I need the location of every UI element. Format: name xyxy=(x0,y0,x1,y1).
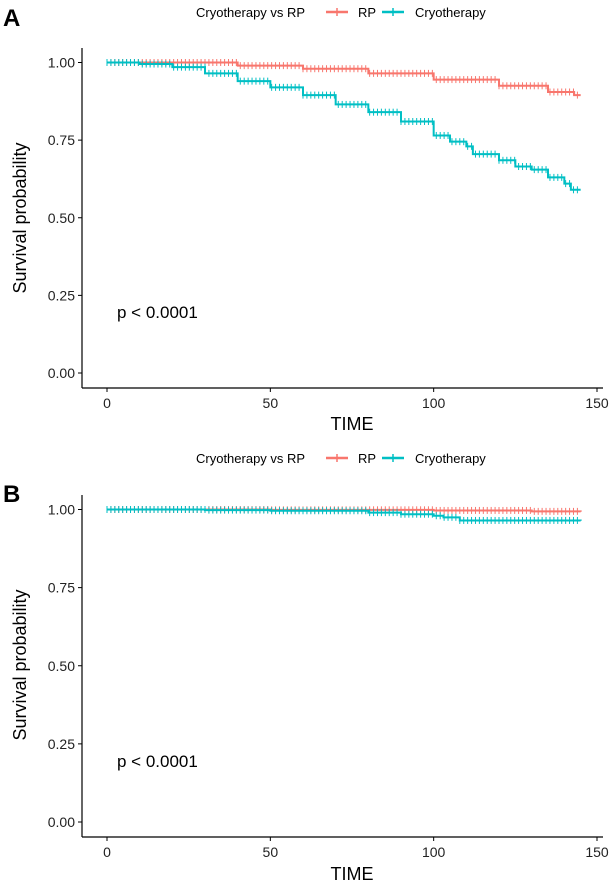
series-cryotherapy xyxy=(106,506,582,524)
legend-entry: RP xyxy=(358,5,376,20)
y-tick-label: 0.25 xyxy=(48,736,75,752)
x-axis-title: TIME xyxy=(331,414,374,434)
legend-title: Cryotherapy vs RP xyxy=(196,5,305,20)
panel-label: A xyxy=(3,5,20,32)
x-tick-label: 0 xyxy=(103,844,111,860)
y-tick-label: 0.25 xyxy=(48,287,75,303)
legend: Cryotherapy vs RP RP Cryotherapy xyxy=(196,5,486,20)
legend-title: Cryotherapy vs RP xyxy=(196,451,305,466)
legend-entry: RP xyxy=(358,451,376,466)
panel-a: A Cryotherapy vs RP RP Cryotherapy 0.00 0.25 0… xyxy=(3,5,609,434)
legend: Cryotherapy vs RP RP Cryotherapy xyxy=(196,451,486,466)
x-tick-label: 100 xyxy=(422,395,446,411)
y-tick-label: 1.00 xyxy=(48,502,75,518)
x-tick-label: 150 xyxy=(585,395,609,411)
x-axis-title: TIME xyxy=(331,864,374,884)
y-tick-label: 0.75 xyxy=(48,132,75,148)
y-tick-label: 0.75 xyxy=(48,580,75,596)
panel-label: B xyxy=(3,481,20,508)
p-value-annotation: p < 0.0001 xyxy=(117,752,198,771)
y-axis-title: Survival probability xyxy=(10,589,30,740)
x-tick-label: 100 xyxy=(422,844,446,860)
series-cryotherapy xyxy=(106,59,581,194)
legend-entry: Cryotherapy xyxy=(415,5,486,20)
y-tick-label: 0.00 xyxy=(48,814,75,830)
panel-b: B Cryotherapy vs RP RP Cryotherapy 0.00 0.25 0… xyxy=(3,451,609,884)
y-tick-label: 1.00 xyxy=(48,55,75,71)
survival-curve xyxy=(107,61,581,191)
legend-entry: Cryotherapy xyxy=(415,451,486,466)
survival-curve xyxy=(107,61,581,97)
p-value-annotation: p < 0.0001 xyxy=(117,303,198,322)
y-tick-label: 0.50 xyxy=(48,210,75,226)
x-tick-label: 50 xyxy=(263,395,279,411)
y-tick-label: 0.00 xyxy=(48,365,75,381)
x-tick-label: 150 xyxy=(585,844,609,860)
x-tick-label: 0 xyxy=(103,395,111,411)
x-tick-label: 50 xyxy=(263,844,279,860)
y-tick-label: 0.50 xyxy=(48,658,75,674)
y-axis-title: Survival probability xyxy=(10,142,30,293)
